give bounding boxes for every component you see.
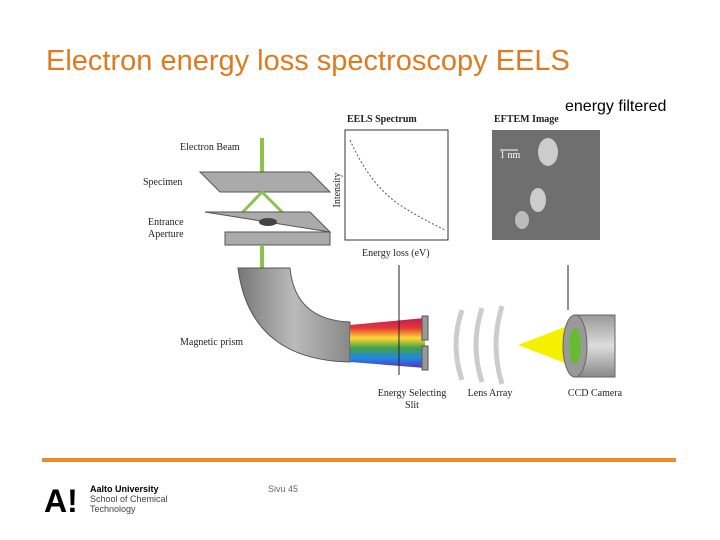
label: Magnetic prism xyxy=(180,337,243,348)
label: Energy Selecting xyxy=(378,388,446,399)
lens xyxy=(493,305,505,385)
lens xyxy=(473,307,485,383)
department: Technology xyxy=(90,504,136,514)
scale-bar-label: 1 nm xyxy=(500,150,521,161)
slit xyxy=(421,345,429,371)
magnetic-prism xyxy=(237,267,351,363)
filtered-beam xyxy=(518,325,570,365)
diagram: EELS Spectrum Intensity Energy loss (eV)… xyxy=(143,114,623,411)
camera-sensor xyxy=(569,328,581,364)
page-number: Sivu 45 xyxy=(268,484,298,494)
aperture-hole xyxy=(259,218,277,226)
specimen xyxy=(198,171,332,193)
label: Entrance xyxy=(148,217,184,228)
scattered-beam xyxy=(260,190,287,217)
spectrum-title: EELS Spectrum xyxy=(347,114,417,125)
lens xyxy=(453,309,465,381)
image-title: EFTEM Image xyxy=(494,114,559,125)
note: energy filtered xyxy=(565,98,666,115)
y-axis-label: Intensity xyxy=(332,173,343,208)
school: School of Chemical xyxy=(90,494,168,504)
university: Aalto University xyxy=(90,484,159,494)
label: Slit xyxy=(405,400,419,411)
spectrum-box xyxy=(344,129,449,241)
x-axis-label: Energy loss (eV) xyxy=(362,248,430,259)
label: Lens Array xyxy=(468,388,513,399)
label: Specimen xyxy=(143,177,182,188)
particle xyxy=(530,188,546,212)
slit xyxy=(421,315,429,341)
scattered-beam xyxy=(238,190,264,217)
particle xyxy=(538,138,558,166)
title: Electron energy loss spectroscopy EELS xyxy=(46,45,570,77)
label: CCD Camera xyxy=(568,388,623,399)
logo: A! xyxy=(44,483,78,519)
aperture xyxy=(204,211,332,246)
particle xyxy=(515,211,529,229)
label: Electron Beam xyxy=(180,142,240,153)
spectrum-curve xyxy=(349,139,446,231)
dispersed-beam xyxy=(350,318,425,368)
label: Aperture xyxy=(148,229,184,240)
